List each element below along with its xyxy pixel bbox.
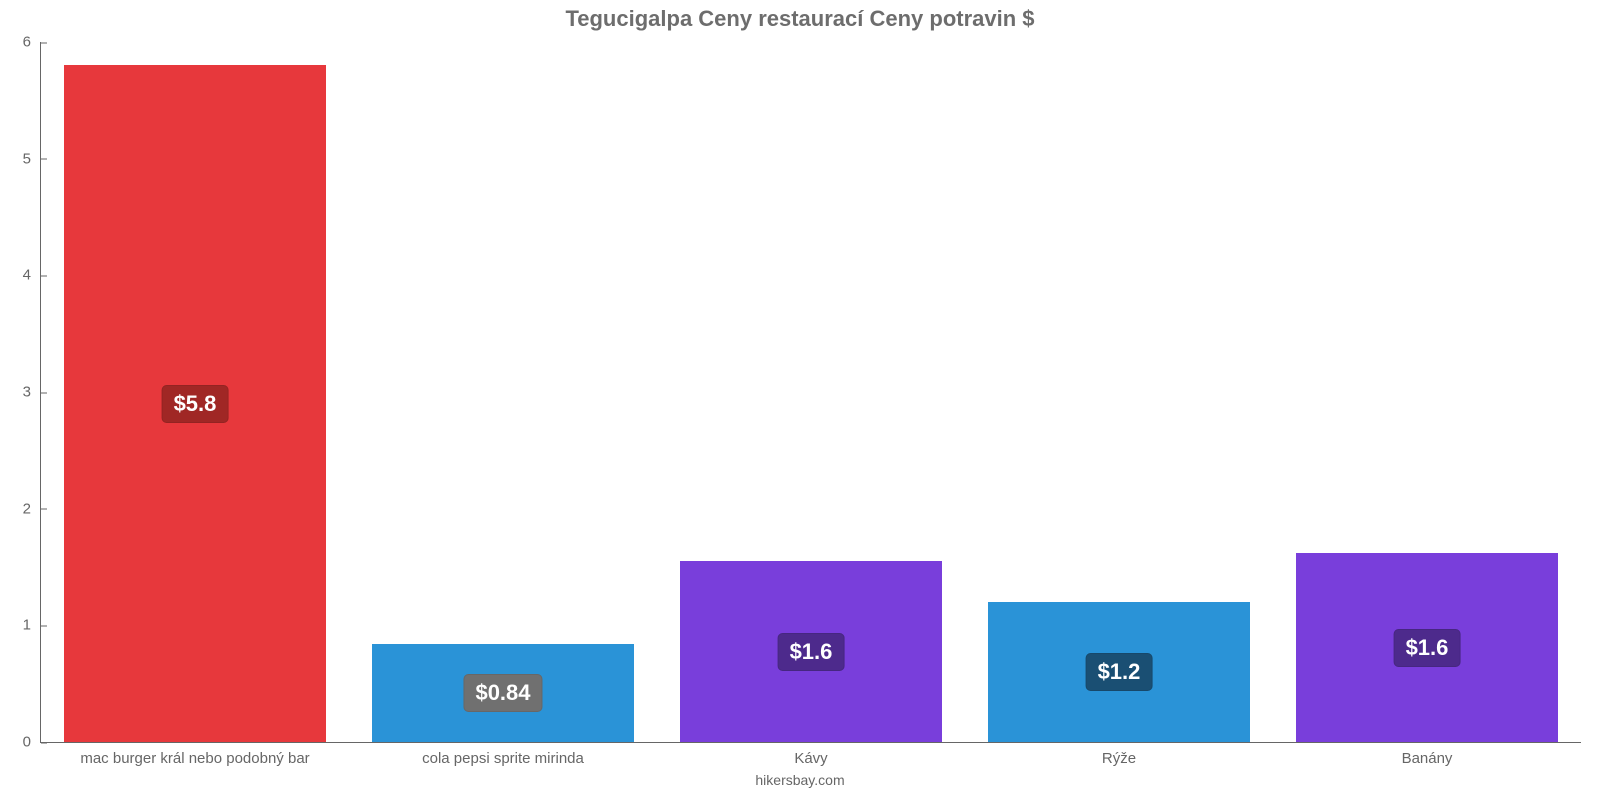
bar: $1.6 (680, 561, 942, 742)
bar-value-label: $1.6 (778, 633, 845, 671)
chart-title: Tegucigalpa Ceny restaurací Ceny potravi… (0, 6, 1600, 32)
bar-value-label: $1.6 (1394, 629, 1461, 667)
x-axis-label: Banány (1402, 742, 1453, 767)
bar: $0.84 (372, 644, 634, 742)
plot-area: 0123456$5.8mac burger král nebo podobný … (40, 42, 1581, 743)
price-bar-chart: Tegucigalpa Ceny restaurací Ceny potravi… (0, 0, 1600, 800)
bar-value-label: $5.8 (162, 385, 229, 423)
chart-credit: hikersbay.com (0, 772, 1600, 788)
x-axis-label: Rýže (1102, 742, 1136, 767)
x-axis-label: cola pepsi sprite mirinda (422, 742, 584, 767)
bar-value-label: $0.84 (463, 674, 542, 712)
bar: $1.6 (1296, 553, 1558, 742)
y-axis-tick: 5 (23, 150, 41, 167)
bar-value-label: $1.2 (1086, 653, 1153, 691)
y-axis-tick: 1 (23, 617, 41, 634)
y-axis-tick: 3 (23, 384, 41, 401)
y-axis-tick: 4 (23, 267, 41, 284)
x-axis-label: Kávy (794, 742, 827, 767)
x-axis-label: mac burger král nebo podobný bar (80, 742, 309, 767)
y-axis-tick: 0 (23, 734, 41, 751)
bar: $1.2 (988, 602, 1250, 742)
bar: $5.8 (64, 65, 326, 742)
y-axis-tick: 6 (23, 34, 41, 51)
y-axis-tick: 2 (23, 500, 41, 517)
